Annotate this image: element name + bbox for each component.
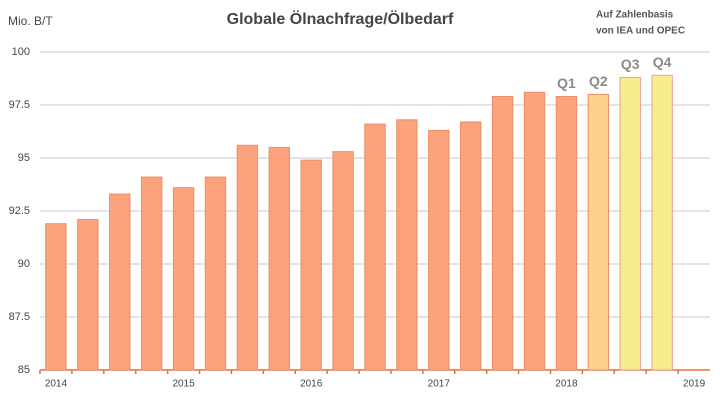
chart-title: Globale Ölnachfrage/Ölbedarf (227, 9, 454, 28)
annotation: Q3 (621, 56, 640, 72)
bar (332, 151, 354, 371)
bar (204, 176, 227, 371)
y-tick-label: 90 (18, 258, 30, 270)
x-tick-label: 2017 (428, 379, 451, 390)
x-tick-label: 2014 (45, 379, 68, 390)
bar (300, 159, 322, 371)
x-tick-label: 2018 (555, 379, 578, 390)
y-tick-label: 100 (12, 46, 30, 58)
bar (491, 96, 514, 371)
y-tick-label: 87.5 (9, 311, 30, 323)
note: Auf Zahlenbasis (596, 10, 674, 21)
bar (109, 193, 131, 371)
bar (268, 146, 290, 371)
bar (396, 119, 418, 371)
bar (651, 74, 673, 371)
bar (236, 144, 259, 371)
bar (555, 96, 578, 371)
bar (523, 91, 546, 371)
bar (364, 123, 386, 371)
note: von IEA und OPEC (596, 26, 685, 37)
annotation: Q1 (557, 75, 576, 91)
y-unit-label: Mio. B/T (8, 14, 53, 28)
x-tick-label: 2016 (300, 379, 323, 390)
bar (45, 223, 67, 371)
annotation: Q4 (653, 54, 672, 70)
bar (172, 187, 195, 371)
annotation: Q2 (589, 73, 608, 89)
bar (619, 76, 641, 371)
y-tick-label: 85 (18, 364, 30, 376)
bar (77, 218, 99, 371)
bar (140, 176, 163, 371)
bar (587, 93, 610, 371)
x-tick-label: 2015 (172, 379, 195, 390)
y-tick-label: 97.5 (9, 99, 30, 111)
y-tick-label: 92.5 (9, 205, 30, 217)
bar (460, 121, 482, 371)
y-tick-label: 95 (18, 152, 30, 164)
bar (428, 129, 450, 371)
x-tick-label: 2019 (683, 379, 706, 390)
